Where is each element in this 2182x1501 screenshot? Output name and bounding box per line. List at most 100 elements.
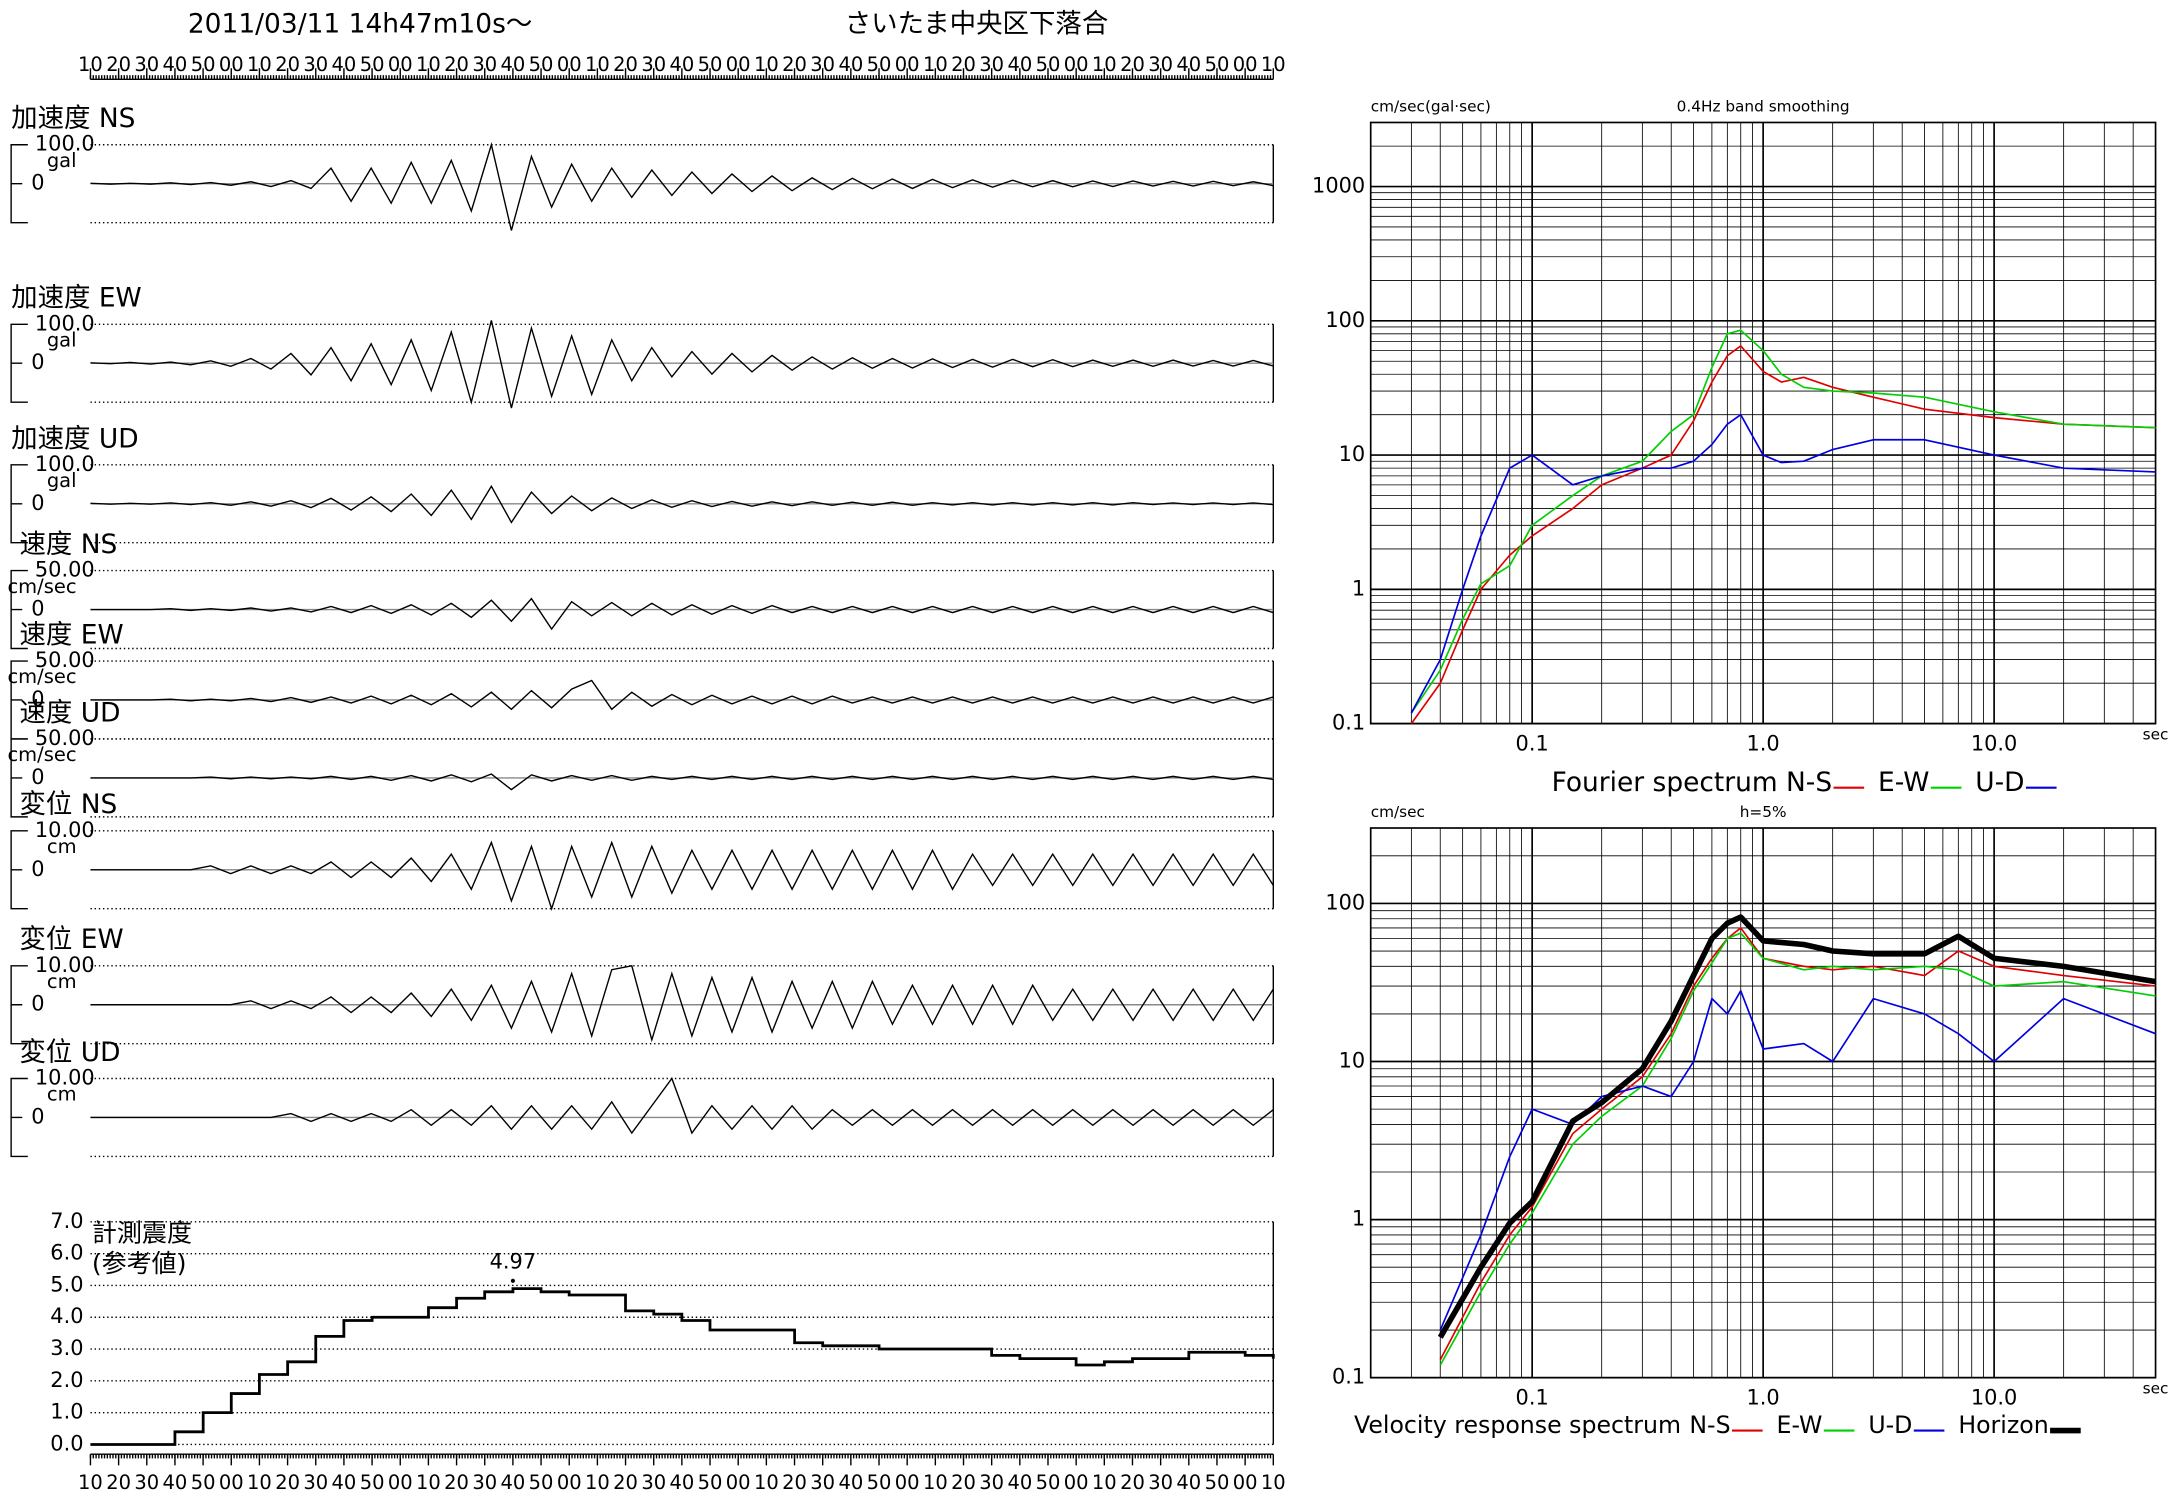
time-tick-label: 20 <box>782 53 807 76</box>
unit-label: gal <box>47 469 77 492</box>
time-tick-label: 20 <box>613 53 638 76</box>
panel-title: 速度 EW <box>19 619 123 650</box>
y-tick-label: 100.0 <box>35 311 95 335</box>
y-tick-label: 0 <box>31 171 44 195</box>
time-tick-label: 40 <box>501 53 526 76</box>
panel-bracket <box>10 464 28 544</box>
y-tick-label: 0.1 <box>1332 1365 1365 1389</box>
time-tick-label: 20 <box>106 1471 131 1494</box>
time-tick-label: 20 <box>951 1471 976 1494</box>
time-tick-label: 50 <box>529 1471 554 1494</box>
time-tick-label: 30 <box>303 1471 328 1494</box>
time-tick-label: 10 <box>1261 1471 1286 1494</box>
spectrum-line <box>1437 914 2157 1339</box>
plot <box>1369 827 2157 1379</box>
panel-bracket <box>10 569 28 650</box>
x-tick-label: 10.0 <box>1971 1386 2017 1410</box>
y-tick-label: 100 <box>1325 890 1365 914</box>
time-tick-label: 50 <box>698 1471 723 1494</box>
intensity-line <box>90 1287 1275 1446</box>
time-tick-label: 20 <box>1120 53 1145 76</box>
time-tick-label: 40 <box>1176 53 1201 76</box>
panel-bracket <box>10 144 28 224</box>
y-tick-label: 0 <box>31 765 44 789</box>
y-axis-label: cm/sec <box>1371 803 1425 821</box>
waveform <box>90 1077 1274 1135</box>
y-tick-label: 1 <box>1352 576 1365 600</box>
chart-title: 0.4Hz band smoothing <box>1677 98 1850 116</box>
time-tick-label: 10 <box>585 53 610 76</box>
time-tick-label: 00 <box>895 1471 920 1494</box>
unit-label: cm/sec <box>7 665 76 688</box>
time-tick-label: 20 <box>1120 1471 1145 1494</box>
x-tick-label: 0.1 <box>1516 1386 1549 1410</box>
unit-label: cm <box>47 835 77 858</box>
panel-bracket <box>10 323 28 403</box>
legend-label: N-S <box>1786 767 1832 798</box>
time-tick-label: 50 <box>1036 1471 1061 1494</box>
time-tick-label: 50 <box>867 1471 892 1494</box>
time-tick-label: 40 <box>332 1471 357 1494</box>
spectrum-line <box>1410 329 2156 714</box>
time-tick-label: 10 <box>585 1471 610 1494</box>
y-tick-label: 0 <box>31 992 44 1016</box>
peak-dot <box>510 1278 515 1283</box>
record-datetime: 2011/03/11 14h47m10s～ <box>188 9 532 40</box>
legend-label: E-W <box>1878 767 1929 798</box>
plot-frame <box>1369 827 2157 1379</box>
time-tick-label: 50 <box>867 53 892 76</box>
time-tick-label: 00 <box>726 1471 751 1494</box>
time-tick-label: 40 <box>1007 53 1032 76</box>
time-tick-label: 30 <box>979 53 1004 76</box>
x-tick-label: 10.0 <box>1971 732 2017 756</box>
time-tick-label: 10 <box>416 53 441 76</box>
y-tick-label: 0 <box>31 857 44 881</box>
time-tick-label: 50 <box>1205 1471 1230 1494</box>
time-tick-label: 30 <box>810 1471 835 1494</box>
y-tick-label: 0 <box>31 597 44 621</box>
y-tick-label: 0 <box>31 491 44 515</box>
unit-label: cm/sec <box>7 575 76 598</box>
time-tick-label: 30 <box>303 53 328 76</box>
time-tick-label: 30 <box>641 1471 666 1494</box>
legend-label: U-D <box>1868 1411 1912 1439</box>
station-name: さいたま中央区下落合 <box>845 9 1109 40</box>
time-tick-label: 50 <box>191 1471 216 1494</box>
y-tick-label: 10 <box>1339 442 1366 466</box>
panel-title: 変位 EW <box>19 924 123 955</box>
y-tick-label: 3.0 <box>50 1336 83 1360</box>
chart-subtitle: (参考値) <box>92 1249 187 1278</box>
unit-label: gal <box>47 149 77 172</box>
y-tick-label: 0.0 <box>50 1431 83 1455</box>
time-tick-label: 20 <box>951 53 976 76</box>
legend-label: N-S <box>1689 1411 1730 1439</box>
time-tick-label: 20 <box>444 53 469 76</box>
time-tick-label: 10 <box>247 1471 272 1494</box>
y-tick-label: 0.1 <box>1332 711 1365 735</box>
waveform <box>90 840 1274 911</box>
legend-label: U-D <box>1975 767 2024 798</box>
time-tick-label: 40 <box>669 53 694 76</box>
legend-label: E-W <box>1777 1411 1823 1439</box>
time-tick-label: 10 <box>754 1471 779 1494</box>
waveform <box>90 142 1274 231</box>
waveform <box>90 320 1274 409</box>
y-tick-label: 5.0 <box>50 1272 83 1296</box>
y-tick-label: 4.0 <box>50 1304 83 1328</box>
panel-title: 加速度 UD <box>11 423 138 454</box>
peak-label: 4.97 <box>490 1250 536 1274</box>
time-tick-label: 50 <box>1036 53 1061 76</box>
time-tick-label: 50 <box>529 53 554 76</box>
panel-bracket <box>10 830 28 910</box>
y-tick-label: 50.00 <box>35 558 95 582</box>
time-tick-label: 50 <box>698 53 723 76</box>
time-tick-label: 30 <box>134 53 159 76</box>
panel-title: 変位 UD <box>19 1037 120 1068</box>
unit-label: cm <box>47 1083 77 1106</box>
time-tick-label: 40 <box>838 1471 863 1494</box>
chart-title: h=5% <box>1740 803 1787 821</box>
waveform <box>90 679 1274 711</box>
time-tick-label: 10 <box>416 1471 441 1494</box>
time-tick-label: 00 <box>219 53 244 76</box>
